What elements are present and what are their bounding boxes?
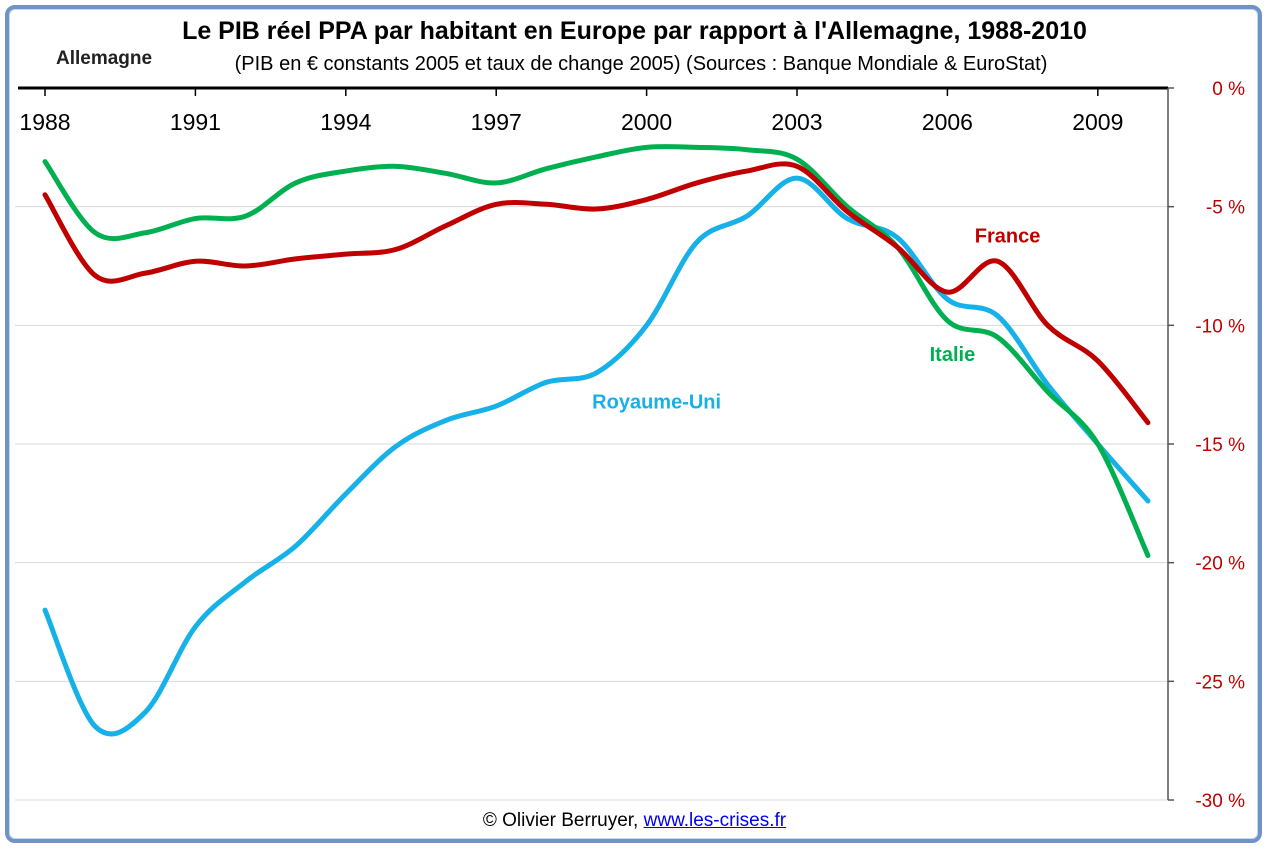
chart-frame [5,5,1262,843]
credit-line: © Olivier Berruyer, www.les-crises.fr [0,810,1269,832]
axes [18,86,1174,801]
x-tick-label-2003: 2003 [771,109,822,135]
series-labels: France Italie Royaume-Uni [592,225,1040,413]
series-line-royaume-uni [42,175,1151,737]
y-tick-label-5: -25 % [1195,672,1245,693]
y-tick-labels: 0 % -5 % -10 % -15 % -20 % -25 % -30 % [1195,79,1245,812]
y-tick-label-3: -15 % [1195,435,1245,456]
series-line-italie [42,144,1151,559]
y-tick-label-6: -30 % [1195,791,1245,812]
x-tick-label-2006: 2006 [922,109,973,135]
y-tick-label-1: -5 % [1206,198,1245,219]
y-tick-label-2: -10 % [1195,316,1245,337]
y-tick-label-0: 0 % [1212,79,1245,100]
x-tick-labels: 1988 1991 1994 1997 2000 2003 2006 2009 [19,109,1123,135]
credit-text: © Olivier Berruyer, [482,810,639,831]
x-tick-label-2009: 2009 [1072,109,1123,135]
reference-label: Allemagne [56,48,153,69]
series-line-france [42,161,1151,426]
gridlines [15,206,1168,801]
chart-title: Le PIB réel PPA par habitant en Europe p… [182,17,1087,45]
credit-link[interactable]: www.les-crises.fr [643,810,787,831]
series-label-france: France [975,225,1041,247]
x-tick-label-2000: 2000 [621,109,672,135]
x-tick-label-1988: 1988 [19,109,70,135]
series-label-italie: Italie [930,344,976,366]
chart-subtitle: (PIB en € constants 2005 et taux de chan… [234,53,1048,75]
x-tick-label-1994: 1994 [320,109,371,135]
y-tick-label-4: -20 % [1195,554,1245,575]
x-tick-label-1991: 1991 [170,109,221,135]
x-tick-label-1997: 1997 [471,109,522,135]
series-label-royaume-uni: Royaume-Uni [592,391,721,413]
series-lines [42,144,1151,737]
